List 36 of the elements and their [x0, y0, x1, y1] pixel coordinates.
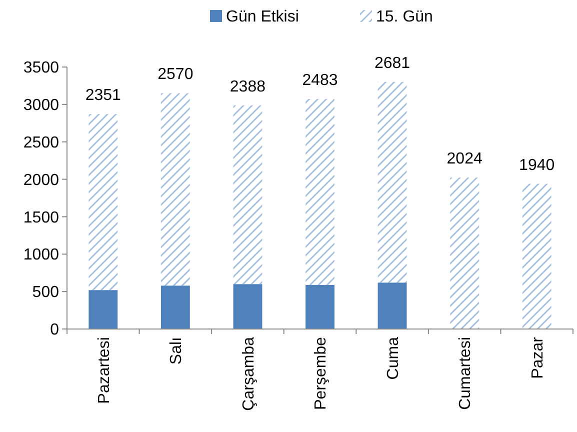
data-label: 1940 [519, 156, 555, 174]
bar [450, 177, 480, 329]
data-label: 2570 [158, 66, 194, 84]
legend-label: Gün Etkisi [226, 8, 299, 26]
x-tick-label: Cuma [384, 336, 402, 380]
bar [306, 98, 334, 285]
x-tick-label: Salı [168, 337, 186, 365]
x-tick-label: Çarşamba [240, 336, 258, 411]
bar [306, 284, 334, 329]
y-tick-label: 0 [50, 322, 60, 339]
y-tick-label: 2000 [23, 172, 60, 189]
data-label: 2681 [374, 54, 410, 72]
y-tick-label: 3500 [23, 60, 60, 77]
x-tick-label: Pazartesi [96, 337, 113, 404]
bar [160, 286, 190, 329]
data-label: 2351 [85, 87, 122, 104]
y-tick-label: 1000 [23, 246, 60, 264]
data-label: 2388 [230, 78, 266, 96]
data-label: 2483 [302, 72, 338, 89]
y-tick-label: 500 [32, 284, 60, 302]
x-tick-label: Cumartesi [457, 337, 474, 410]
legend-label: 15. Gün [376, 8, 433, 26]
bar [88, 290, 118, 329]
bar [233, 105, 262, 284]
y-tick-label: 3000 [23, 97, 60, 114]
bar [378, 282, 407, 329]
y-tick-label: 1500 [23, 209, 60, 226]
data-label: 2024 [446, 150, 482, 168]
bar [378, 82, 407, 283]
bar [522, 184, 552, 329]
y-tick-label: 2500 [23, 134, 60, 152]
x-tick-label: Perşembe [312, 336, 330, 410]
bar [88, 114, 118, 290]
x-tick-label: Pazar [529, 336, 546, 379]
bar [160, 93, 190, 286]
bar [233, 284, 262, 329]
